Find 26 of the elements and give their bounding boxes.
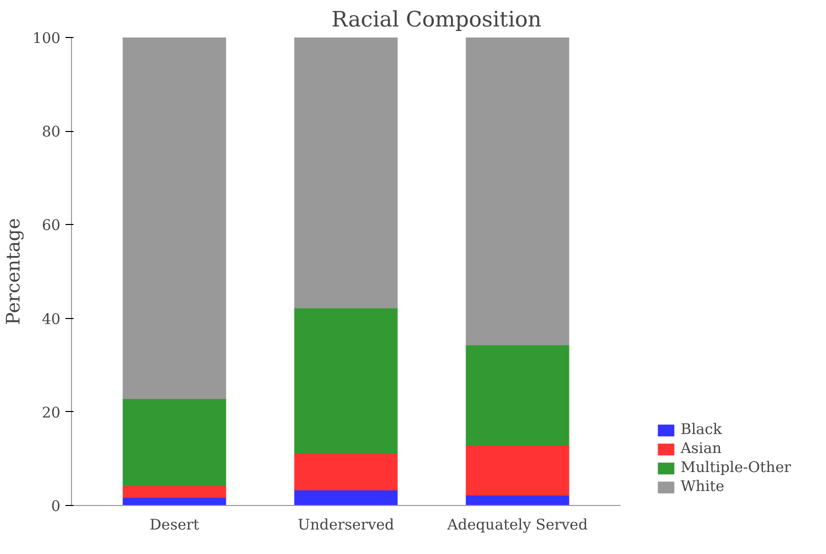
bar <box>122 486 226 498</box>
chart-title: Racial Composition <box>332 8 542 32</box>
bar <box>122 398 226 486</box>
y-tick-label: 60 <box>42 217 61 234</box>
bar <box>294 308 398 454</box>
x-tick-label: Desert <box>150 516 200 534</box>
y-tick-label: 80 <box>42 124 61 141</box>
legend-label: Multiple-Other <box>680 459 791 476</box>
bar <box>466 38 570 346</box>
y-tick-label: 0 <box>51 498 61 515</box>
y-tick-label: 20 <box>42 404 61 422</box>
x-tick-label: Adequately Served <box>446 516 588 534</box>
y-axis-title: Percentage <box>4 218 25 325</box>
y-tick-label: 100 <box>32 30 61 47</box>
x-tick-label: Underserved <box>298 516 394 534</box>
bar <box>294 453 398 490</box>
bar <box>466 344 570 446</box>
bar <box>466 444 570 496</box>
bar <box>294 490 398 506</box>
bar <box>466 494 570 506</box>
bar <box>122 38 226 400</box>
legend-label: Asian <box>680 440 722 457</box>
bar <box>294 38 398 308</box>
y-tick-label: 40 <box>42 310 61 328</box>
legend-label: Black <box>680 421 722 438</box>
legend-label: White <box>680 478 724 495</box>
